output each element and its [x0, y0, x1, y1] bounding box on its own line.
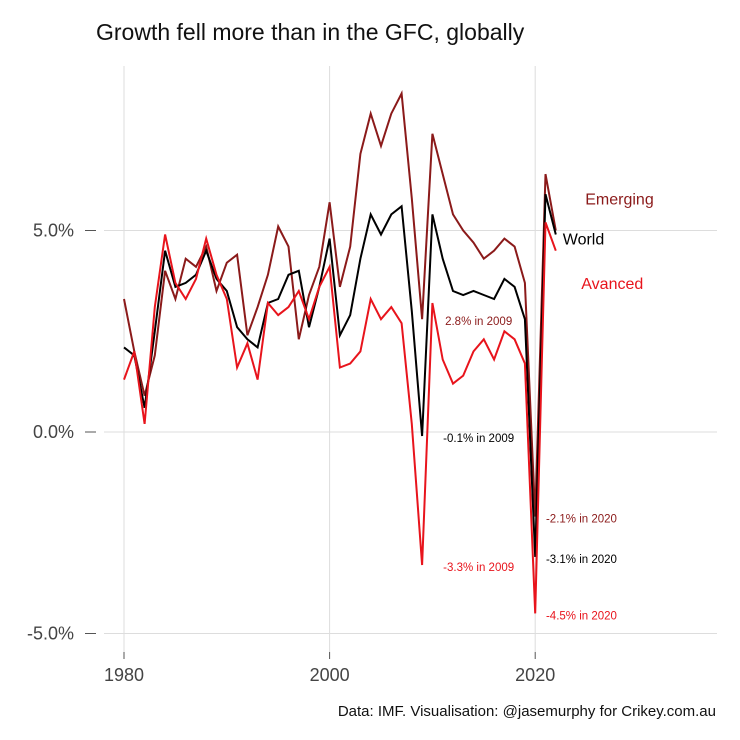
y-tick-label: 0.0% [33, 422, 74, 442]
annotation-label: -3.3% in 2009 [443, 562, 514, 574]
series-lines [123, 90, 557, 614]
y-tick-label: 5.0% [33, 221, 74, 241]
chart-caption: Data: IMF. Visualisation: @jasemurphy fo… [338, 703, 716, 720]
series-labels: Emerging World Avanced [563, 191, 654, 293]
series-label-avanced: Avanced [581, 276, 643, 293]
annotation-label: -4.5% in 2020 [546, 610, 617, 622]
annotation-label: -0.1% in 2009 [443, 433, 514, 445]
series-line-world [123, 193, 557, 557]
grid [104, 66, 717, 652]
annotation-label: -2.1% in 2020 [546, 514, 617, 526]
annotations: 2.8% in 2009 -0.1% in 2009 -3.3% in 2009 -2… [443, 316, 617, 622]
x-tick-label: 2020 [515, 665, 555, 685]
x-tick-label: 1980 [104, 665, 144, 685]
axes: 1980 2000 2020 -5.0% 0.0% 5.0% [27, 221, 555, 686]
series-label-emerging: Emerging [585, 191, 653, 208]
x-tick-label: 2000 [310, 665, 350, 685]
series-line-emerging [123, 90, 557, 517]
series-label-world: World [563, 232, 605, 249]
y-tick-label: -5.0% [27, 624, 74, 644]
annotation-label: 2.8% in 2009 [445, 316, 512, 328]
series-line-avanced [123, 222, 557, 614]
chart-title: Growth fell more than in the GFC, global… [96, 19, 525, 45]
annotation-label: -3.1% in 2020 [546, 554, 617, 566]
